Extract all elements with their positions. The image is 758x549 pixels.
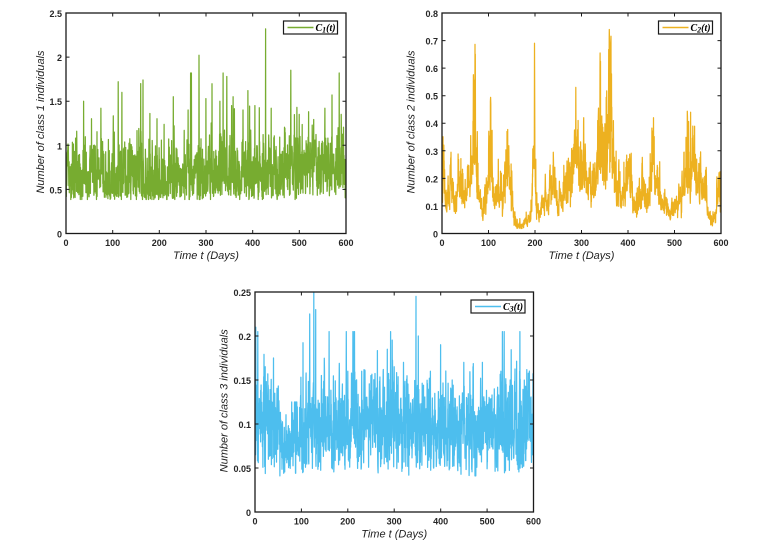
svg-text:0: 0: [246, 508, 251, 518]
svg-text:200: 200: [152, 238, 167, 248]
svg-text:300: 300: [198, 238, 213, 248]
svg-text:Time t (Days): Time t (Days): [173, 250, 239, 262]
svg-text:0: 0: [63, 238, 68, 248]
svg-text:Number of class 3 individuals: Number of class 3 individuals: [219, 329, 231, 473]
svg-text:400: 400: [620, 238, 635, 248]
svg-text:0.6: 0.6: [425, 64, 438, 74]
svg-text:500: 500: [480, 517, 495, 527]
svg-text:600: 600: [713, 238, 728, 248]
svg-text:100: 100: [294, 517, 309, 527]
svg-text:Number of class 1 individuals: Number of class 1 individuals: [35, 50, 47, 194]
svg-text:600: 600: [338, 238, 353, 248]
svg-text:500: 500: [292, 238, 307, 248]
svg-text:0: 0: [439, 238, 444, 248]
svg-text:100: 100: [105, 238, 120, 248]
svg-text:0.1: 0.1: [425, 202, 438, 212]
svg-text:0: 0: [252, 517, 257, 527]
svg-text:0: 0: [433, 230, 438, 240]
svg-text:300: 300: [574, 238, 589, 248]
svg-text:2.5: 2.5: [49, 9, 62, 19]
svg-text:400: 400: [433, 517, 448, 527]
svg-text:0.3: 0.3: [425, 147, 438, 157]
svg-text:0.15: 0.15: [233, 376, 251, 386]
svg-text:0.4: 0.4: [425, 119, 438, 129]
svg-text:500: 500: [667, 238, 682, 248]
svg-text:200: 200: [527, 238, 542, 248]
svg-text:0.1: 0.1: [238, 420, 251, 430]
svg-text:1: 1: [57, 141, 62, 151]
svg-text:0.05: 0.05: [233, 464, 251, 474]
svg-text:C1(t): C1(t): [316, 23, 336, 34]
svg-text:100: 100: [481, 238, 496, 248]
svg-text:0.5: 0.5: [49, 185, 62, 195]
svg-text:C2(t): C2(t): [691, 23, 711, 34]
svg-text:0.25: 0.25: [233, 288, 251, 298]
svg-text:0.2: 0.2: [425, 174, 438, 184]
svg-text:Time t (Days): Time t (Days): [361, 529, 427, 541]
svg-text:0.5: 0.5: [425, 92, 438, 102]
svg-text:2: 2: [57, 53, 62, 63]
svg-text:400: 400: [245, 238, 260, 248]
svg-text:600: 600: [526, 517, 541, 527]
svg-text:0.7: 0.7: [425, 37, 438, 47]
svg-text:200: 200: [340, 517, 355, 527]
svg-text:1.5: 1.5: [49, 97, 62, 107]
svg-text:300: 300: [387, 517, 402, 527]
svg-text:0: 0: [57, 230, 62, 240]
svg-text:Time t (Days): Time t (Days): [549, 250, 615, 262]
svg-text:0.2: 0.2: [238, 332, 251, 342]
svg-text:0.8: 0.8: [425, 9, 438, 19]
svg-text:C3(t): C3(t): [503, 302, 523, 313]
svg-text:Number of class 2 individuals: Number of class 2 individuals: [406, 50, 418, 194]
